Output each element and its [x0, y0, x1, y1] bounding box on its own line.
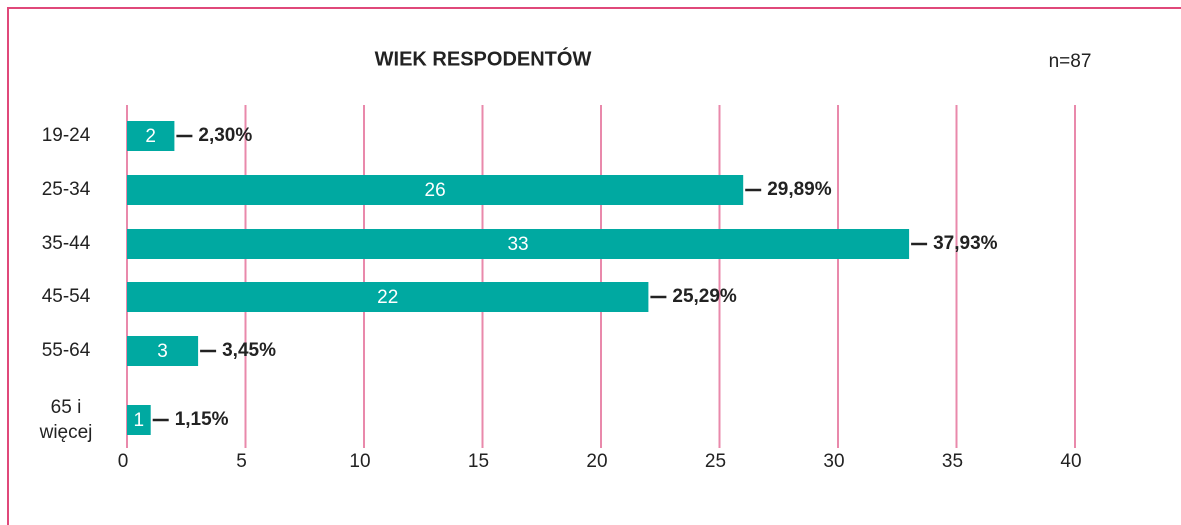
- x-tick-label: 15: [468, 451, 489, 472]
- y-tick-label-line: 65 i: [51, 397, 82, 418]
- chart-title: WIEK RESPODENTÓW: [375, 46, 592, 70]
- y-tick-label: 65 i więcej: [39, 397, 93, 443]
- bar: [127, 121, 175, 151]
- y-tick-label: 19-24: [42, 125, 91, 146]
- percentage-label: 3,45%: [222, 340, 276, 361]
- percentage-label: 25,29%: [672, 286, 737, 307]
- percentage-label: 29,89%: [767, 179, 832, 200]
- bar-value-label: 22: [377, 287, 398, 308]
- bar: [127, 282, 649, 312]
- x-tick-label: 35: [942, 451, 963, 472]
- bar-value-label: 26: [425, 180, 446, 201]
- bar-value-label: 33: [507, 234, 528, 255]
- y-tick-label: 45-54: [42, 286, 91, 307]
- percentage-label: 2,30%: [198, 125, 252, 146]
- bar-value-label: 1: [134, 410, 145, 431]
- y-tick-label: 25-34: [42, 179, 91, 200]
- percentage-label: 37,93%: [933, 233, 998, 254]
- sample-size: n=87: [1049, 51, 1092, 72]
- bar: [127, 175, 744, 205]
- x-tick-label: 5: [236, 451, 247, 472]
- bar: [127, 229, 910, 259]
- x-tick-label: 40: [1060, 451, 1081, 472]
- bar: [127, 405, 151, 435]
- x-tick-label: 25: [705, 451, 726, 472]
- x-tick-label: 10: [349, 451, 370, 472]
- x-tick-label: 30: [823, 451, 844, 472]
- bar-value-label: 2: [145, 126, 156, 147]
- percentage-label: 1,15%: [175, 409, 229, 430]
- frame: [7, 7, 1181, 525]
- y-tick-label: 35-44: [42, 233, 91, 254]
- y-tick-label: 55-64: [42, 340, 91, 361]
- x-tick-label: 20: [586, 451, 607, 472]
- bar-value-label: 3: [157, 341, 168, 362]
- x-tick-label: 0: [118, 451, 129, 472]
- y-tick-label-line: więcej: [39, 422, 93, 443]
- bar: [127, 336, 199, 366]
